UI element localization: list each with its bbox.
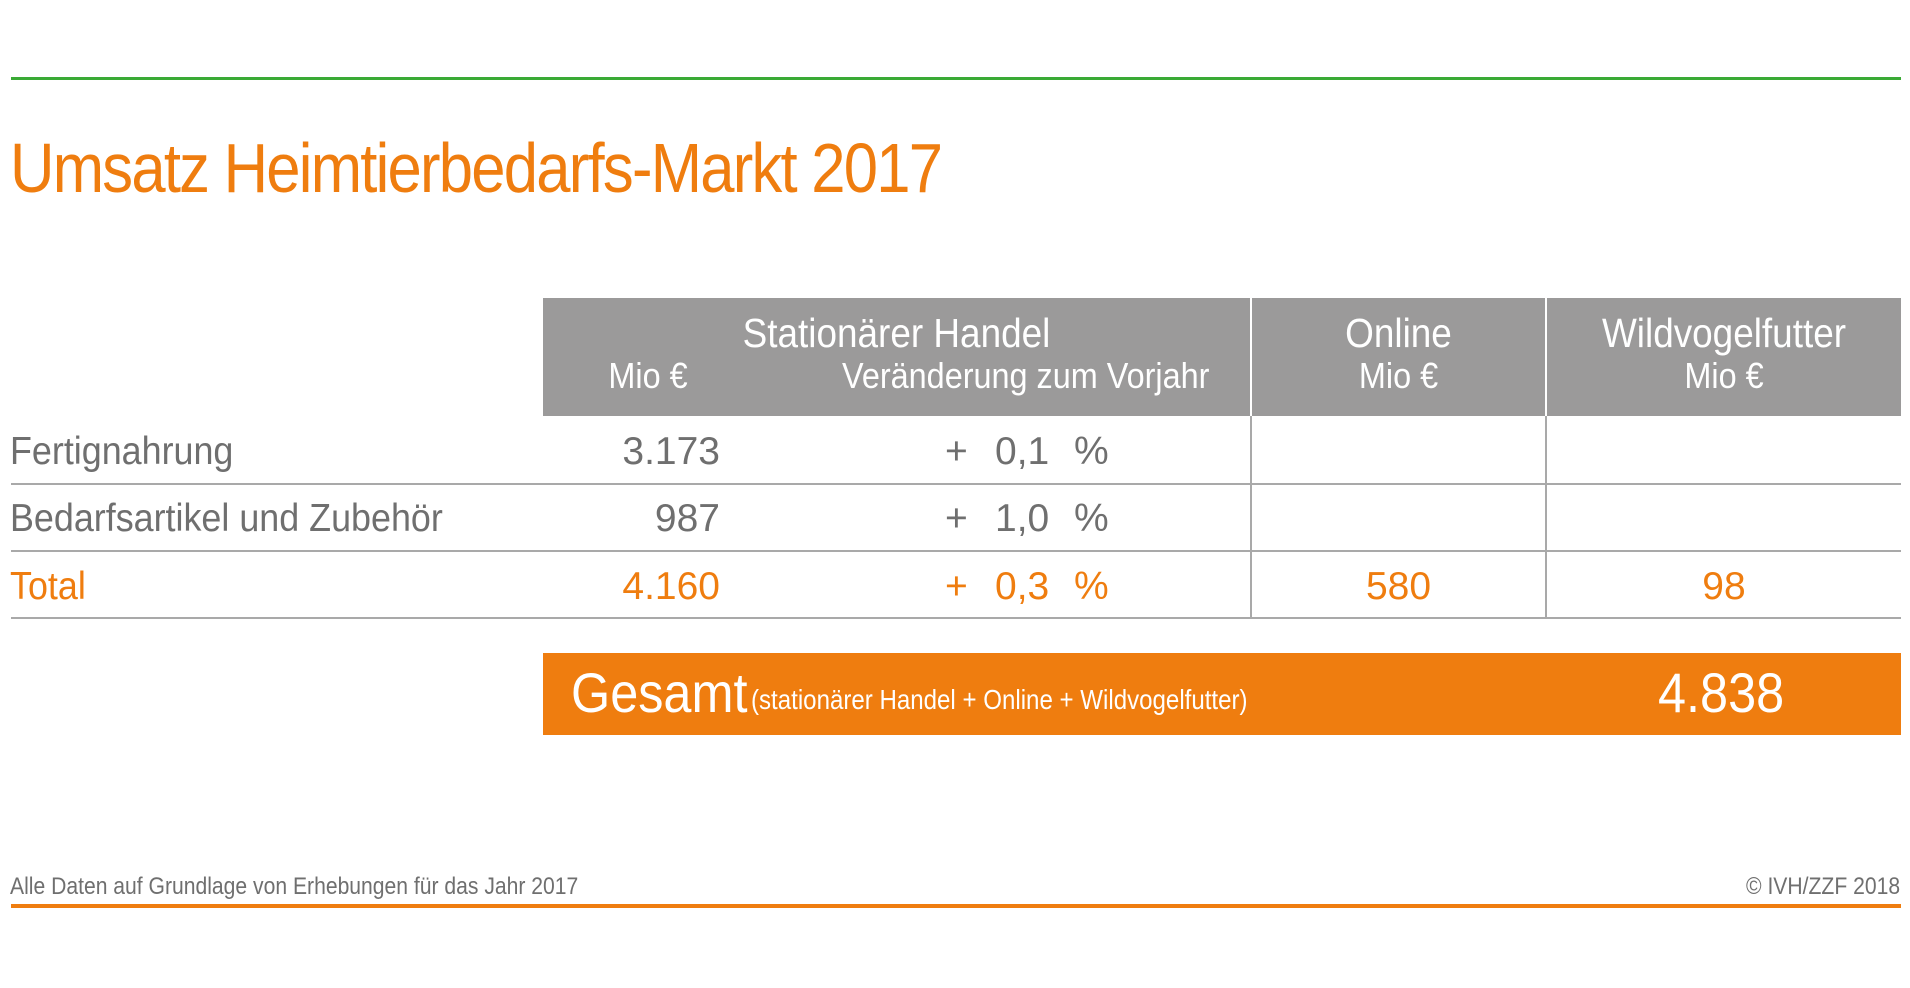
- row-value-mio: 3.173: [622, 430, 720, 473]
- row-value-mio: 4.160: [622, 565, 720, 608]
- row-change-unit: %: [1074, 565, 1109, 608]
- bottom-orange-rule: [11, 904, 1901, 908]
- row-change-sign: +: [945, 430, 968, 473]
- row-change-value: 1,0: [995, 497, 1050, 540]
- gesamt-label: Gesamt: [571, 661, 748, 724]
- row-change-unit: %: [1074, 430, 1109, 473]
- footnote: Alle Daten auf Grundlage von Erhebungen …: [10, 873, 579, 900]
- copyright: © IVH/ZZF 2018: [1745, 873, 1900, 900]
- row-label-total: Total: [10, 565, 86, 608]
- column-divider-online: [1250, 416, 1252, 618]
- header-wildvogelfutter: Wildvogelfutter Mio €: [1547, 298, 1901, 416]
- row-value-wildvogel: 98: [1702, 565, 1746, 608]
- header-stationaer-title: Stationärer Handel: [742, 310, 1051, 356]
- row-value-mio: 987: [654, 497, 720, 540]
- header-stationaer-handel: Stationärer Handel Mio € Veränderung zum…: [543, 298, 1250, 416]
- row-value-online: 580: [1365, 565, 1432, 608]
- row-change-value: 0,1: [995, 430, 1050, 473]
- header-online-mio: Mio €: [1358, 355, 1439, 396]
- header-stationaer-change: Veränderung zum Vorjahr: [842, 355, 1210, 396]
- page-title: Umsatz Heimtierbedarfs-Markt 2017: [10, 129, 943, 207]
- top-green-rule: [11, 77, 1901, 80]
- gesamt-bar: Gesamt (stationärer Handel + Online + Wi…: [543, 653, 1901, 735]
- header-online-title: Online: [1345, 310, 1452, 356]
- gesamt-value: 4.838: [1658, 661, 1785, 724]
- header-wildvogel-title: Wildvogelfutter: [1601, 310, 1847, 356]
- row-change-sign: +: [945, 497, 968, 540]
- row-divider: [11, 617, 1901, 619]
- row-label-fertignahrung: Fertignahrung: [10, 430, 234, 473]
- column-divider-wildvogel: [1545, 416, 1547, 618]
- header-wildvogel-mio: Mio €: [1684, 355, 1764, 396]
- gesamt-note: (stationärer Handel + Online + Wildvogel…: [751, 684, 1248, 715]
- header-online: Online Mio €: [1252, 298, 1545, 416]
- row-change-value: 0,3: [995, 565, 1050, 608]
- row-change-unit: %: [1074, 497, 1109, 540]
- row-label-bedarfsartikel: Bedarfsartikel und Zubehör: [10, 497, 443, 540]
- header-stationaer-mio: Mio €: [608, 355, 688, 396]
- row-change-sign: +: [945, 565, 968, 608]
- row-divider: [11, 483, 1901, 485]
- row-divider: [11, 550, 1901, 552]
